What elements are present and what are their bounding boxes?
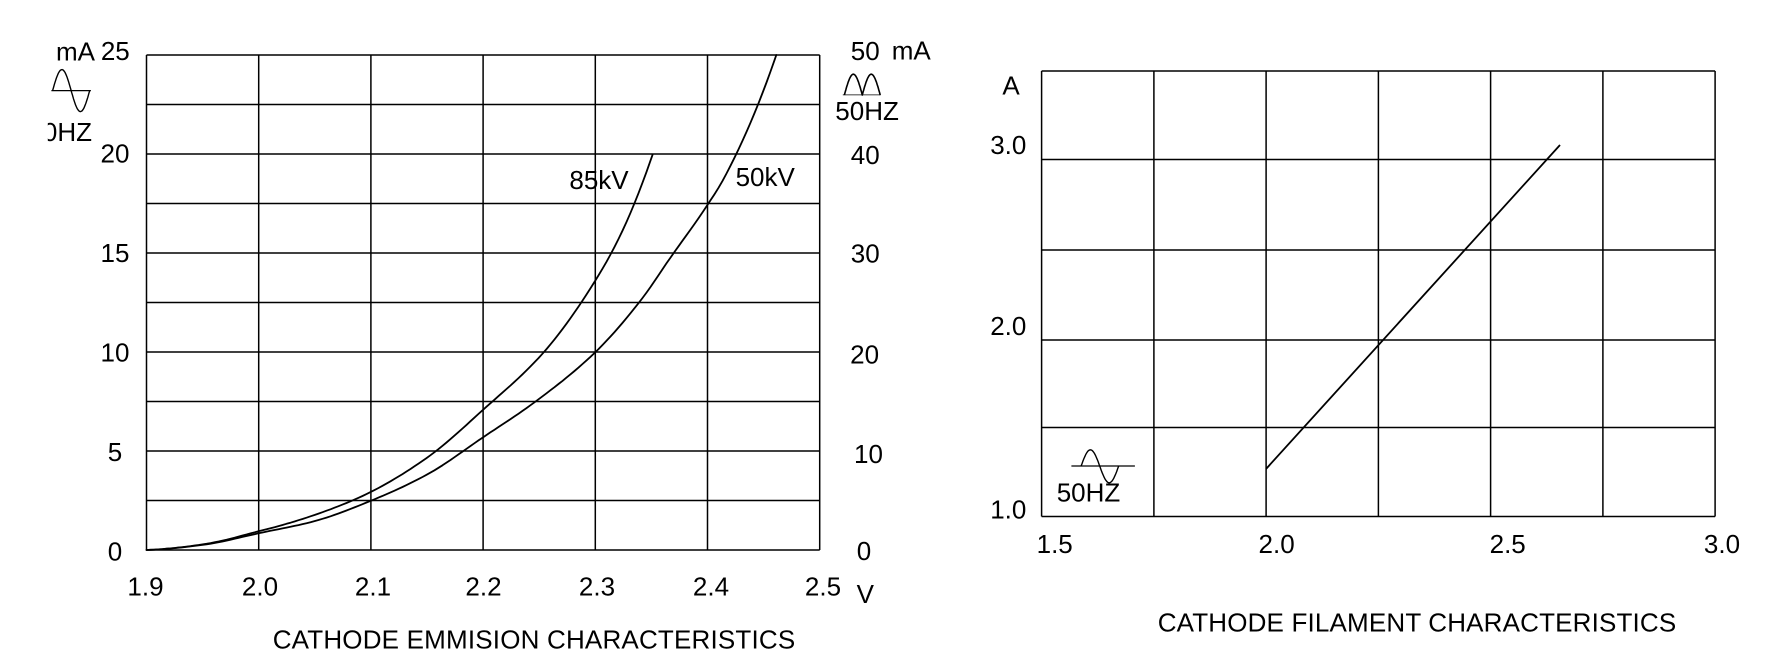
- svg-text:0: 0: [857, 536, 871, 566]
- svg-text:mA: mA: [892, 35, 932, 65]
- svg-text:50HZ: 50HZ: [1057, 477, 1121, 507]
- svg-text:2.0: 2.0: [990, 311, 1026, 341]
- svg-text:50kV: 50kV: [736, 162, 796, 192]
- svg-text:50: 50: [851, 36, 880, 66]
- svg-text:2.1: 2.1: [355, 571, 391, 601]
- svg-text:85kV: 85kV: [569, 165, 629, 195]
- svg-text:1.5: 1.5: [1037, 529, 1073, 559]
- svg-text:2.3: 2.3: [579, 571, 615, 601]
- svg-text:50HZ: 50HZ: [28, 117, 92, 147]
- svg-text:10: 10: [854, 439, 883, 469]
- svg-text:30: 30: [851, 238, 880, 268]
- svg-text:1.0: 1.0: [990, 494, 1026, 524]
- svg-text:2.0: 2.0: [1259, 529, 1295, 559]
- svg-text:15: 15: [101, 238, 130, 268]
- svg-text:2.4: 2.4: [693, 571, 729, 601]
- svg-text:2.5: 2.5: [1490, 529, 1526, 559]
- svg-text:0: 0: [108, 537, 122, 567]
- svg-text:40: 40: [851, 140, 880, 170]
- svg-text:CATHODE EMMISION CHARACTERISTI: CATHODE EMMISION CHARACTERISTICS: [273, 625, 796, 655]
- svg-text:2.2: 2.2: [465, 571, 501, 601]
- svg-text:10: 10: [101, 338, 130, 368]
- svg-text:CATHODE FILAMENT CHARACTERISTI: CATHODE FILAMENT CHARACTERISTICS: [1158, 607, 1677, 637]
- svg-text:1.9: 1.9: [127, 571, 163, 601]
- svg-text:2.0: 2.0: [242, 571, 278, 601]
- svg-text:20: 20: [850, 339, 879, 369]
- svg-text:3.0: 3.0: [1704, 529, 1740, 559]
- svg-text:2.5: 2.5: [805, 571, 841, 601]
- svg-text:3.0: 3.0: [990, 130, 1026, 160]
- svg-text:25: 25: [101, 36, 130, 66]
- svg-text:50HZ: 50HZ: [835, 96, 899, 126]
- svg-text:5: 5: [108, 437, 122, 467]
- svg-text:V: V: [857, 579, 875, 609]
- svg-text:A: A: [1002, 70, 1020, 100]
- svg-text:20: 20: [101, 139, 130, 169]
- svg-text:mA: mA: [56, 36, 96, 66]
